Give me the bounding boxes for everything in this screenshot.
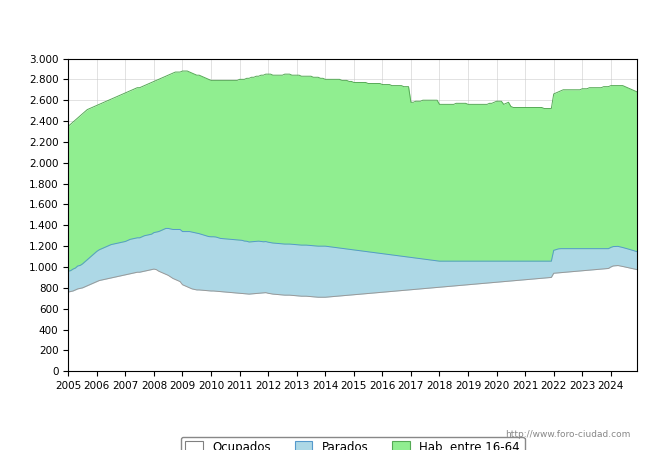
- Text: El Tiemblo - Evolucion de la poblacion en edad de Trabajar Noviembre de 2024: El Tiemblo - Evolucion de la poblacion e…: [62, 20, 588, 33]
- Legend: Ocupados, Parados, Hab. entre 16-64: Ocupados, Parados, Hab. entre 16-64: [181, 436, 525, 450]
- Text: http://www.foro-ciudad.com: http://www.foro-ciudad.com: [505, 430, 630, 439]
